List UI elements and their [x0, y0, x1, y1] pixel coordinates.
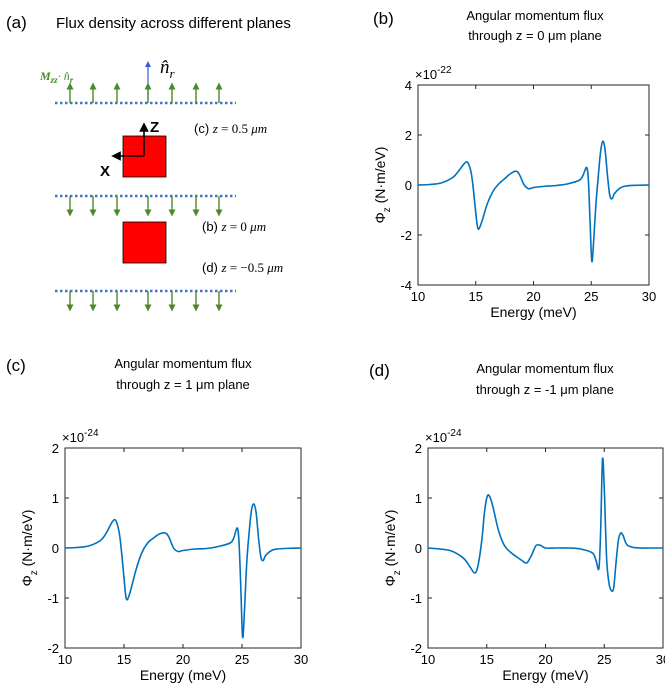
y-tick-label: 0 [405, 178, 412, 193]
y-tick-label: -2 [47, 641, 59, 656]
y-tick-label: 2 [415, 441, 422, 456]
x-tick-label: 30 [294, 652, 308, 667]
y-axis-title: Φz (N·m/eV) [382, 510, 403, 587]
plot-frame [64, 447, 302, 649]
plane-label-bottom: (d) z = −0.5 μm [202, 260, 283, 275]
flux-density-label: Mzz· n̂r [39, 69, 74, 85]
lower-block [122, 221, 167, 264]
chart-b-title-line-1: Angular momentum flux [466, 8, 604, 23]
x-axis-label: X [100, 163, 110, 180]
x-tick-label: 20 [176, 652, 190, 667]
series-line [417, 140, 650, 263]
plot-frame [417, 84, 650, 286]
y-exponent-label: ×10-24 [62, 428, 99, 445]
y-exponent-label: ×10-24 [425, 428, 462, 445]
x-axis-title: Energy (meV) [502, 667, 588, 683]
x-tick-label: 10 [421, 652, 435, 667]
y-axis-title: Φz (N·m/eV) [372, 147, 393, 224]
y-tick-label: 1 [52, 491, 59, 506]
panel-a-title: Flux density across different planes [56, 15, 291, 32]
panel-c-label: (c) [6, 356, 26, 375]
series-line [427, 457, 663, 593]
panel-d-label: (d) [369, 361, 390, 380]
x-tick-label: 15 [480, 652, 494, 667]
chart-c-title-line-2: through z = 1 μm plane [116, 377, 250, 392]
x-tick-label: 20 [526, 289, 540, 304]
y-exponent-label: ×10-22 [415, 65, 452, 82]
y-tick-label: 4 [405, 78, 412, 93]
x-axis-title: Energy (meV) [490, 304, 576, 320]
x-tick-label: 30 [656, 652, 665, 667]
chart-panel-c: Angular momentum flux through z = 1 μm p… [19, 356, 308, 683]
normal-vector-label: n̂r [160, 57, 176, 81]
y-tick-label: -1 [410, 591, 422, 606]
x-tick-label: 15 [469, 289, 483, 304]
y-tick-label: -1 [47, 591, 59, 606]
z-axis-label: Z [150, 119, 159, 136]
y-axis-title: Φz (N·m/eV) [19, 510, 40, 587]
y-tick-label: 2 [52, 441, 59, 456]
y-tick-label: -2 [400, 228, 412, 243]
y-tick-label: -4 [400, 278, 412, 293]
x-tick-label: 25 [584, 289, 598, 304]
panel-a: (a) Flux density across different planes… [6, 13, 291, 312]
x-tick-label: 30 [642, 289, 656, 304]
y-tick-label: 1 [415, 491, 422, 506]
y-tick-label: -2 [410, 641, 422, 656]
x-axis-title: Energy (meV) [140, 667, 226, 683]
x-tick-label: 15 [117, 652, 131, 667]
plane-label-top: (c) z = 0.5 μm [194, 121, 267, 136]
panel-b-label: (b) [373, 9, 394, 28]
chart-panel-b: Angular momentum flux through z = 0 μm p… [372, 8, 656, 320]
x-tick-label: 25 [235, 652, 249, 667]
y-tick-label: 0 [415, 541, 422, 556]
plane-label-middle: (b) z = 0 μm [202, 219, 266, 234]
plane-top [55, 82, 236, 105]
plane-middle [55, 194, 236, 217]
chart-panel-d: Angular momentum flux through z = -1 μm … [382, 361, 665, 683]
y-tick-label: 2 [405, 128, 412, 143]
panel-a-label: (a) [6, 13, 27, 32]
y-tick-label: 0 [52, 541, 59, 556]
x-tick-label: 20 [538, 652, 552, 667]
chart-b-title-line-2: through z = 0 μm plane [468, 28, 602, 43]
plane-bottom [55, 289, 236, 312]
x-tick-label: 10 [58, 652, 72, 667]
x-tick-label: 25 [597, 652, 611, 667]
x-tick-label: 10 [411, 289, 425, 304]
chart-c-title-line-1: Angular momentum flux [114, 356, 252, 371]
series-line [64, 503, 302, 639]
chart-d-title-line-1: Angular momentum flux [476, 361, 614, 376]
chart-d-title-line-2: through z = -1 μm plane [476, 382, 614, 397]
